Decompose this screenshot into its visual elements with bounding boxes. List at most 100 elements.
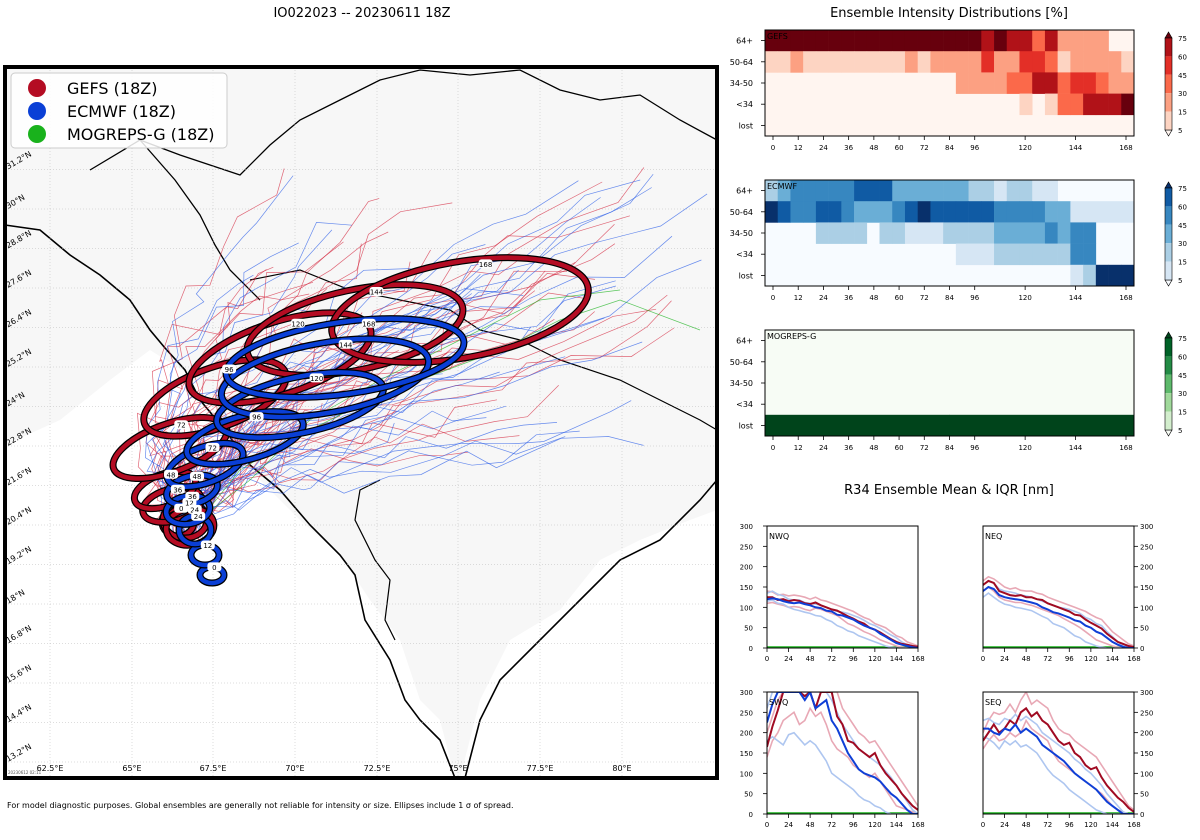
r34-ytick-label: 300 xyxy=(1140,689,1153,697)
heatmap-cell xyxy=(803,201,817,223)
heatmap-xlabel: 168 xyxy=(1119,144,1132,152)
heatmap-cell xyxy=(1095,93,1109,116)
r34-ytick-label: 0 xyxy=(1140,645,1144,653)
r34-xtick-label: 0 xyxy=(981,821,985,829)
hour-label: 36 xyxy=(173,486,182,494)
heatmap-cell xyxy=(955,222,969,244)
hour-label-bg xyxy=(170,484,185,494)
hour-label: 48 xyxy=(167,471,176,479)
heatmap-xlabel: 144 xyxy=(1069,294,1083,302)
heatmap-ylabel: 50-64 xyxy=(730,208,753,217)
r34-xtick-label: 96 xyxy=(849,821,858,829)
hour-label: 120 xyxy=(310,375,323,383)
colorbar-tick: 30 xyxy=(1178,90,1187,98)
main-title: IO022023 -- 20230611 18Z xyxy=(273,6,450,21)
heatmap-cell xyxy=(866,51,880,73)
heatmap-ylabel: lost xyxy=(739,421,753,430)
heatmap-cell xyxy=(815,30,829,52)
heatmap-cell xyxy=(1108,93,1122,116)
legend-gefs-marker xyxy=(28,79,46,97)
colorbar-segment xyxy=(1165,56,1172,75)
heatmap-cell xyxy=(955,201,969,223)
colorbar-tick: 15 xyxy=(1178,409,1187,417)
heatmap-cell xyxy=(1044,180,1058,202)
heatmap-cell xyxy=(854,180,868,202)
hour-label: 48 xyxy=(193,473,202,481)
heatmap-cell xyxy=(1006,243,1020,266)
intensity-title: Ensemble Intensity Distributions [%] xyxy=(830,6,1068,21)
heatmap-cell xyxy=(815,201,829,223)
heatmap-cell xyxy=(1044,222,1058,244)
r34-bg xyxy=(767,526,918,648)
colorbar-tick: 75 xyxy=(1178,335,1187,343)
member-track xyxy=(146,175,294,529)
heatmap-xlabel: 120 xyxy=(1018,294,1031,302)
r34-ytick-label: 250 xyxy=(740,543,753,551)
colorbar-tick: 45 xyxy=(1178,72,1187,80)
r34-line-gefs-q1 xyxy=(767,601,918,648)
r34-ytick-label: 150 xyxy=(740,584,753,592)
r34-ytick-label: 250 xyxy=(740,709,753,717)
r34-line-gefs-q1 xyxy=(767,706,918,814)
heatmap-cell xyxy=(892,222,906,244)
heatmap-xlabel: 60 xyxy=(895,294,904,302)
heatmap-cell xyxy=(765,201,779,223)
heatmap-cell xyxy=(917,201,931,223)
heatmap-xlabel: 36 xyxy=(844,444,853,452)
colorbar-tick: 60 xyxy=(1178,53,1187,61)
heatmap-ylabel: 64+ xyxy=(736,337,753,346)
heatmap-cell xyxy=(892,51,906,73)
heatmap-xlabel: 0 xyxy=(771,144,775,152)
coastline-gulf xyxy=(354,479,396,641)
heatmap-cell xyxy=(917,222,931,244)
colorbar-extend-top xyxy=(1164,331,1173,339)
r34-xtick-label: 96 xyxy=(849,655,858,663)
r34-ytick-label: 200 xyxy=(740,564,753,572)
hour-label-bg xyxy=(187,504,202,514)
hour-label: 96 xyxy=(252,414,261,422)
heatmap-panel-title: GEFS xyxy=(767,32,788,41)
legend-box xyxy=(10,72,228,149)
r34-series xyxy=(983,692,1134,814)
heatmap-xlabel: 144 xyxy=(1069,144,1083,152)
hour-label: 168 xyxy=(479,261,492,269)
heatmap-panel-title: ECMWF xyxy=(767,182,797,191)
heatmap-cell xyxy=(803,51,817,73)
heatmap-cell xyxy=(765,414,950,437)
heatmap-cell xyxy=(1083,93,1097,116)
hour-label-bg xyxy=(205,442,220,452)
lon-label: 77.5°E xyxy=(527,764,554,773)
heatmap-cell xyxy=(828,30,842,52)
heatmap-cell xyxy=(943,51,957,73)
heatmap-ylabel: 50-64 xyxy=(730,358,753,367)
r34-xtick-label: 96 xyxy=(1065,821,1074,829)
r34-ytick-label: 200 xyxy=(1140,730,1153,738)
heatmap-ylabel: lost xyxy=(739,271,753,280)
heatmap-cell xyxy=(1019,72,1033,94)
heatmap-cell xyxy=(1032,180,1046,202)
heatmap-cell xyxy=(777,201,791,223)
r34-xtick-label: 24 xyxy=(1000,821,1009,829)
r34-panel-seq: SEQ 0 50 100 150 200 250 300 0 24 48 72 96 120 144 168 xyxy=(981,689,1154,829)
track-map: 62.5°E 65°E 67.5°E 70°E 72.5°E 75°E 77.5°E 80°E… xyxy=(3,65,719,780)
heatmap-ylabel: <34 xyxy=(736,100,753,109)
heatmap-cell xyxy=(917,51,931,73)
hour-label: 0 xyxy=(179,505,183,513)
heatmap-xlabel: 168 xyxy=(1119,294,1132,302)
heatmap-cell xyxy=(968,222,982,244)
r34-ytick-label: 250 xyxy=(1140,543,1153,551)
heatmap-cell xyxy=(981,30,995,52)
heatmap-cell xyxy=(841,51,855,73)
heatmap-cell xyxy=(1006,180,1020,202)
r34-xtick-label: 24 xyxy=(784,655,793,663)
heatmap-xlabel: 0 xyxy=(771,294,775,302)
hour-label: 168 xyxy=(362,320,375,328)
heatmap-cell xyxy=(994,30,1008,52)
heatmap-xlabel: 96 xyxy=(970,294,979,302)
heatmap-cell xyxy=(854,51,868,73)
heatmap-cell xyxy=(1070,222,1084,244)
hour-label-bg xyxy=(478,259,493,269)
heatmap-xlabel: 72 xyxy=(920,444,929,452)
r34-ytick-label: 300 xyxy=(740,523,753,531)
member-track xyxy=(195,430,580,541)
